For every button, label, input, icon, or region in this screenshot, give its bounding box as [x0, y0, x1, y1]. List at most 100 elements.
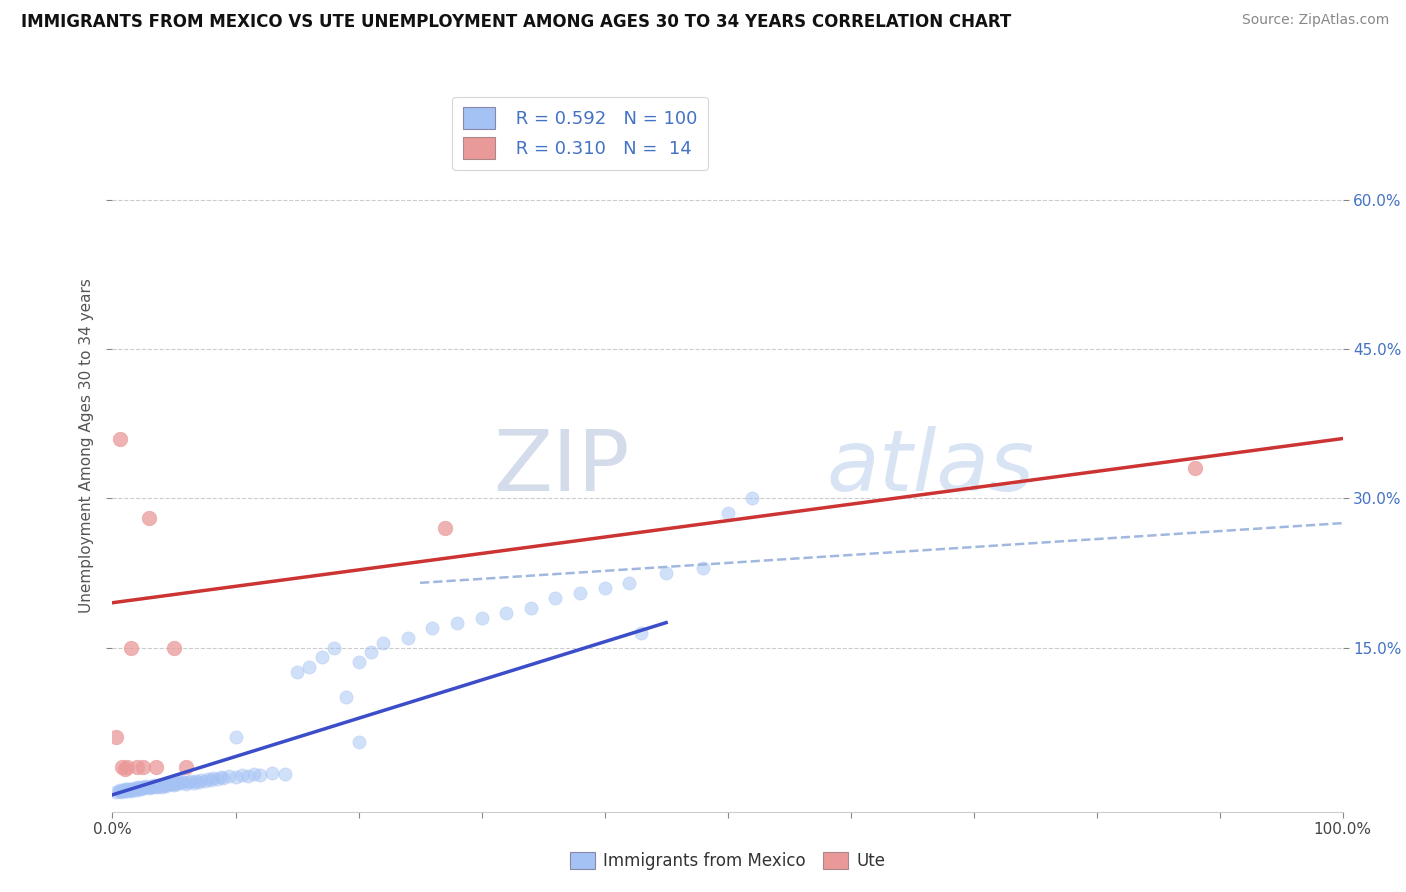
- Point: [209, 770, 232, 784]
- Point: [360, 645, 382, 659]
- Point: [285, 665, 308, 680]
- Point: [117, 781, 138, 796]
- Point: [212, 771, 235, 785]
- Point: [630, 625, 652, 640]
- Point: [117, 760, 138, 774]
- Point: [112, 782, 135, 797]
- Point: [114, 781, 136, 796]
- Point: [163, 778, 186, 792]
- Point: [190, 772, 212, 787]
- Point: [127, 760, 149, 774]
- Point: [105, 785, 128, 799]
- Point: [231, 768, 253, 782]
- Point: [107, 784, 129, 798]
- Point: [142, 780, 165, 794]
- Point: [371, 635, 394, 649]
- Point: [120, 640, 142, 655]
- Point: [262, 765, 284, 780]
- Point: [121, 782, 143, 797]
- Point: [138, 780, 160, 795]
- Text: IMMIGRANTS FROM MEXICO VS UTE UNEMPLOYMENT AMONG AGES 30 TO 34 YEARS CORRELATION: IMMIGRANTS FROM MEXICO VS UTE UNEMPLOYME…: [21, 13, 1011, 31]
- Point: [135, 779, 157, 793]
- Point: [155, 779, 177, 793]
- Point: [741, 491, 763, 506]
- Point: [157, 776, 180, 790]
- Point: [165, 776, 187, 790]
- Point: [127, 782, 149, 797]
- Point: [146, 780, 169, 794]
- Point: [160, 777, 183, 791]
- Point: [117, 782, 139, 797]
- Point: [138, 511, 160, 525]
- Point: [166, 777, 188, 791]
- Point: [218, 769, 240, 783]
- Point: [163, 640, 186, 655]
- Point: [593, 581, 616, 595]
- Point: [120, 784, 142, 798]
- Point: [166, 775, 188, 789]
- Point: [108, 432, 131, 446]
- Point: [197, 772, 219, 786]
- Point: [141, 779, 163, 793]
- Point: [202, 771, 225, 785]
- Point: [225, 770, 247, 784]
- Point: [173, 775, 195, 789]
- Point: [311, 650, 333, 665]
- Point: [274, 767, 297, 781]
- Point: [717, 506, 740, 520]
- Point: [146, 778, 169, 792]
- Point: [152, 778, 174, 792]
- Point: [132, 760, 155, 774]
- Point: [422, 621, 444, 635]
- Point: [128, 780, 150, 795]
- Point: [170, 773, 193, 788]
- Point: [323, 640, 346, 655]
- Point: [446, 615, 468, 630]
- Point: [122, 781, 145, 796]
- Point: [143, 778, 166, 792]
- Point: [396, 631, 419, 645]
- Point: [132, 780, 155, 795]
- Point: [145, 779, 167, 793]
- Point: [127, 780, 149, 794]
- Point: [225, 730, 247, 744]
- Point: [495, 606, 517, 620]
- Point: [105, 730, 128, 744]
- Point: [433, 521, 456, 535]
- Point: [186, 773, 208, 788]
- Text: ZIP: ZIP: [492, 426, 630, 509]
- Point: [243, 767, 266, 781]
- Point: [139, 780, 162, 794]
- Point: [129, 781, 152, 796]
- Point: [148, 779, 170, 793]
- Point: [347, 656, 370, 670]
- Point: [117, 782, 138, 797]
- Point: [655, 566, 678, 580]
- Point: [114, 762, 136, 776]
- Point: [205, 772, 228, 786]
- Text: Source: ZipAtlas.com: Source: ZipAtlas.com: [1241, 13, 1389, 28]
- Legend: Immigrants from Mexico, Ute: Immigrants from Mexico, Ute: [564, 845, 891, 877]
- Point: [155, 777, 177, 791]
- Text: atlas: atlas: [827, 426, 1033, 509]
- Point: [1184, 461, 1206, 475]
- Point: [183, 776, 205, 790]
- Point: [520, 600, 543, 615]
- Point: [544, 591, 567, 605]
- Point: [125, 781, 148, 796]
- Point: [153, 777, 176, 791]
- Point: [131, 780, 153, 794]
- Point: [335, 690, 357, 705]
- Point: [194, 773, 217, 788]
- Point: [120, 781, 142, 796]
- Point: [136, 780, 159, 794]
- Point: [114, 784, 136, 798]
- Point: [108, 782, 131, 797]
- Point: [568, 586, 592, 600]
- Point: [177, 775, 200, 789]
- Point: [134, 780, 156, 794]
- Point: [150, 780, 173, 794]
- Point: [692, 561, 714, 575]
- Point: [200, 772, 222, 787]
- Point: [115, 784, 138, 798]
